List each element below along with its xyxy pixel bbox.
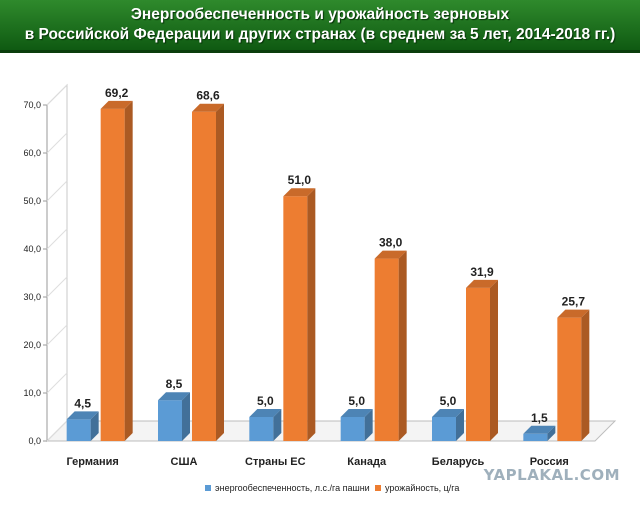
side-wall xyxy=(46,83,68,443)
y-tick-label: 20,0 xyxy=(23,340,41,350)
legend-swatch xyxy=(205,485,211,491)
category-label: Германия xyxy=(67,456,119,468)
bar-yield xyxy=(374,258,399,441)
chart-title-line2: в Российской Федерации и других странах … xyxy=(24,26,616,43)
legend-label: энергообеспеченность, л.с./га пашни xyxy=(215,483,370,493)
data-label: 31,9 xyxy=(470,265,494,279)
bar-top xyxy=(100,100,133,109)
bar-top xyxy=(283,188,316,197)
y-tick-label: 0,0 xyxy=(28,436,41,446)
bar-top xyxy=(249,409,282,417)
bar-top xyxy=(66,411,99,420)
data-label: 5,0 xyxy=(348,394,365,408)
data-label: 5,0 xyxy=(257,394,274,408)
legend-label: урожайность, ц/га xyxy=(385,483,459,493)
data-label: 51,0 xyxy=(288,173,312,187)
category-label: Канада xyxy=(347,456,387,468)
bar-energy xyxy=(249,417,274,441)
bar-yield xyxy=(466,287,490,441)
data-label: 69,2 xyxy=(105,86,129,100)
data-label: 4,5 xyxy=(74,396,91,410)
y-tick-label: 60,0 xyxy=(23,148,41,158)
y-tick-label: 10,0 xyxy=(23,388,41,398)
bar-side xyxy=(364,409,373,441)
bar-side xyxy=(273,409,282,441)
bar-yield xyxy=(557,317,582,441)
y-tick-guide xyxy=(46,420,68,442)
y-tick-label: 40,0 xyxy=(23,244,41,254)
bar-side xyxy=(490,279,498,441)
bar-top xyxy=(158,392,190,401)
chart-title-line1: Энергообеспеченность и урожайность зерно… xyxy=(130,6,510,23)
y-tick-guide xyxy=(46,180,68,202)
legend-swatch xyxy=(375,485,381,491)
category-label: Страны ЕС xyxy=(245,456,306,468)
bar-top xyxy=(557,309,590,318)
bar-top xyxy=(432,409,464,417)
data-label: 68,6 xyxy=(196,89,220,103)
y-tick-label: 50,0 xyxy=(23,196,41,206)
y-tick-guide xyxy=(46,276,68,298)
y-tick-guide xyxy=(46,132,68,154)
bar-yield xyxy=(192,111,216,441)
bar-side xyxy=(216,103,224,441)
bar-side xyxy=(307,188,316,441)
bar-yield xyxy=(283,196,308,441)
y-tick-guide xyxy=(46,228,68,250)
bar-energy xyxy=(432,417,456,441)
data-label: 8,5 xyxy=(166,377,183,391)
bar-top xyxy=(523,425,556,434)
bar-energy xyxy=(340,417,365,441)
bar-top xyxy=(466,279,498,288)
bar-side xyxy=(398,250,407,441)
data-label: 1,5 xyxy=(531,411,548,425)
bar-side xyxy=(581,309,590,441)
bar-top xyxy=(192,103,224,112)
data-label: 5,0 xyxy=(440,394,457,408)
y-tick-guide xyxy=(46,324,68,346)
bar-side xyxy=(182,392,190,441)
bar-energy xyxy=(66,419,91,441)
bar-side xyxy=(90,411,99,441)
y-tick-label: 70,0 xyxy=(23,100,41,110)
bar-side xyxy=(456,409,464,441)
bar-energy xyxy=(523,433,548,441)
bar-yield xyxy=(100,108,125,441)
data-label: 25,7 xyxy=(562,295,586,309)
bar-side xyxy=(124,100,133,441)
bar-energy xyxy=(158,400,182,441)
title-banner: Энергообеспеченность и урожайность зерно… xyxy=(0,0,640,53)
y-tick-label: 30,0 xyxy=(23,292,41,302)
bar-top xyxy=(374,250,407,259)
y-tick-guide xyxy=(46,84,68,106)
bar-chart: 0,0 10,0 20,0 30,0 40,0 50,0 60,0 70,0 4,5 69,2 Ге… xyxy=(23,83,617,493)
category-label: Беларусь xyxy=(432,456,485,468)
y-tick-guide xyxy=(46,372,68,394)
data-label: 38,0 xyxy=(379,236,403,250)
bar-top xyxy=(340,409,373,417)
category-label: США xyxy=(171,456,198,468)
bar-side xyxy=(547,425,556,441)
watermark: YAPLAKAL.COM xyxy=(483,466,620,484)
category-label: Россия xyxy=(530,456,569,468)
